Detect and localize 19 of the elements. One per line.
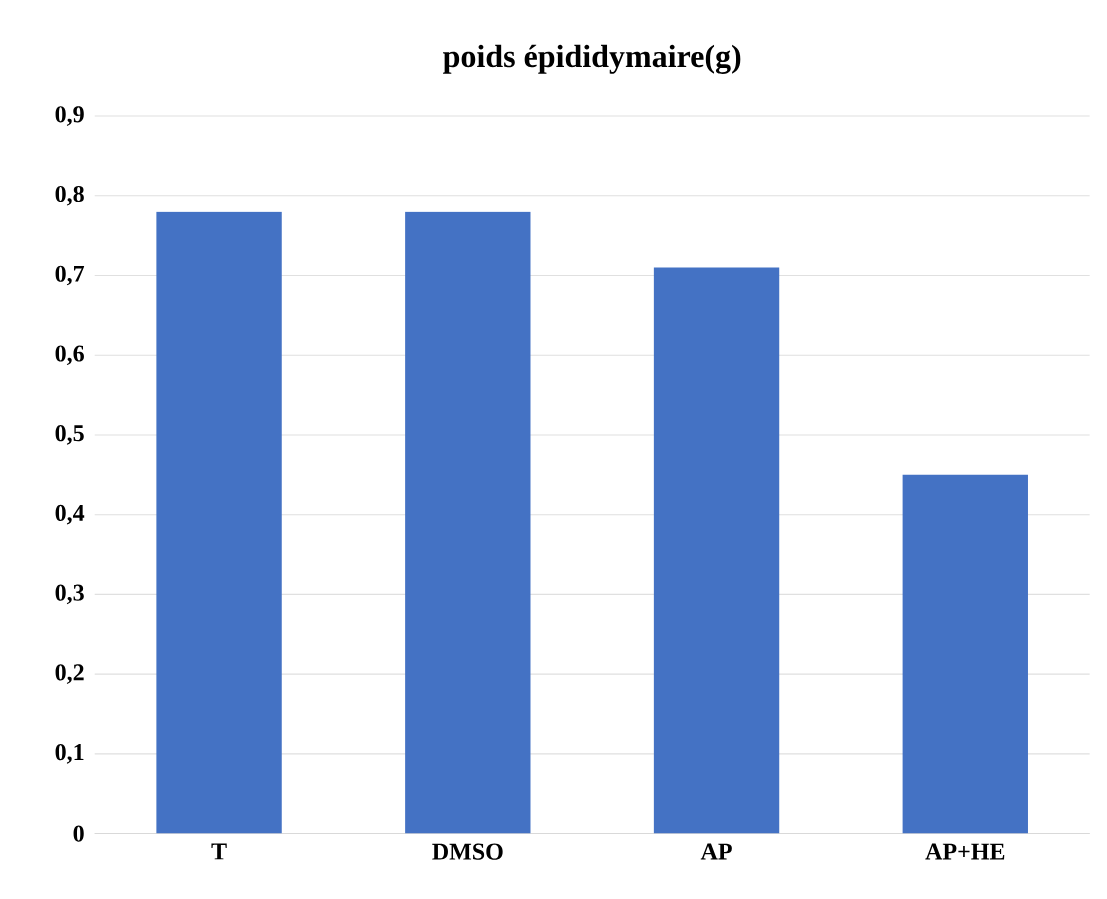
bar — [902, 474, 1028, 834]
y-tick-label: 0,5 — [55, 425, 84, 445]
bar — [405, 211, 531, 834]
y-tick-label: 0,2 — [55, 664, 84, 684]
y-tick-label: 0 — [73, 825, 84, 842]
y-tick-label: 0,8 — [55, 185, 84, 206]
y-tick-label: 0,3 — [55, 584, 84, 605]
y-tick-label: 0,7 — [55, 265, 85, 286]
y-tick-label: 0,1 — [55, 744, 84, 764]
y-tick-label: 0,9 — [55, 106, 84, 126]
chart-title: poids épididymaire(g) — [443, 44, 741, 75]
x-tick-label: AP+HE — [925, 843, 1005, 860]
x-tick-label: T — [211, 843, 227, 860]
x-tick-label: DMSO — [432, 843, 503, 860]
y-tick-label: 0,4 — [55, 504, 85, 525]
bar — [156, 211, 282, 834]
x-tick-label: AP — [700, 843, 732, 860]
y-tick-label: 0,6 — [55, 345, 84, 366]
bar — [653, 267, 780, 834]
